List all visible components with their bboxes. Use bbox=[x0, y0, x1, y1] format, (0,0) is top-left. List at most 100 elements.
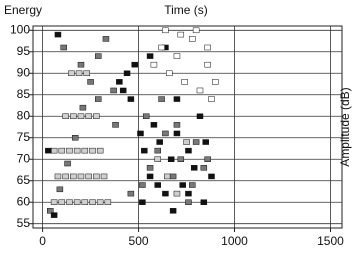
data-square bbox=[103, 36, 109, 41]
data-square bbox=[185, 148, 191, 153]
data-square bbox=[45, 148, 51, 153]
data-square bbox=[168, 157, 174, 162]
data-square bbox=[189, 36, 195, 41]
data-square bbox=[97, 148, 103, 153]
data-square bbox=[191, 165, 197, 170]
data-square bbox=[66, 148, 72, 153]
data-square bbox=[205, 45, 211, 50]
data-square bbox=[86, 114, 92, 119]
data-square bbox=[82, 148, 88, 153]
data-square bbox=[162, 131, 168, 136]
data-square bbox=[201, 200, 207, 205]
data-square bbox=[208, 97, 214, 102]
data-square bbox=[174, 191, 180, 196]
data-square bbox=[139, 183, 145, 188]
data-square bbox=[143, 114, 149, 119]
data-square bbox=[76, 71, 82, 76]
data-square bbox=[93, 114, 99, 119]
y-tick-label: 70 bbox=[17, 151, 31, 165]
data-square bbox=[59, 148, 65, 153]
data-square bbox=[166, 71, 172, 76]
y-tick-label: 60 bbox=[17, 194, 31, 208]
data-square bbox=[116, 79, 122, 84]
x-tick-label: 500 bbox=[129, 234, 149, 248]
data-square bbox=[155, 148, 161, 153]
data-square bbox=[205, 157, 211, 162]
data-square bbox=[72, 135, 78, 140]
data-square bbox=[170, 174, 176, 179]
data-square bbox=[97, 200, 103, 205]
data-square bbox=[70, 174, 76, 179]
y-tick-label: 90 bbox=[17, 65, 31, 79]
data-square bbox=[205, 62, 211, 67]
data-square bbox=[78, 62, 84, 67]
data-square bbox=[147, 165, 153, 170]
data-square bbox=[132, 62, 138, 67]
x-tick-label: 1500 bbox=[317, 234, 344, 248]
data-square bbox=[88, 79, 94, 84]
data-square bbox=[74, 200, 80, 205]
data-square bbox=[86, 174, 92, 179]
data-square bbox=[162, 28, 168, 33]
data-square bbox=[159, 97, 165, 102]
data-square bbox=[174, 131, 180, 136]
data-square bbox=[155, 157, 161, 162]
x-axis-title: Time (s) bbox=[164, 3, 208, 17]
data-square bbox=[180, 183, 186, 188]
data-square bbox=[78, 174, 84, 179]
data-square bbox=[63, 114, 69, 119]
y-tick-label: 100 bbox=[10, 22, 30, 36]
data-square bbox=[105, 200, 111, 205]
data-square bbox=[93, 174, 99, 179]
data-square bbox=[151, 62, 157, 67]
data-square bbox=[74, 148, 80, 153]
y-tick-label: 85 bbox=[17, 87, 31, 101]
data-square bbox=[203, 140, 209, 145]
data-square bbox=[51, 200, 57, 205]
data-square bbox=[147, 54, 153, 59]
data-square bbox=[174, 54, 180, 59]
data-square bbox=[139, 200, 145, 205]
data-square bbox=[68, 71, 74, 76]
y-axis-title: Amplitude (dB) bbox=[338, 87, 352, 166]
data-square bbox=[95, 97, 101, 102]
data-square bbox=[137, 131, 143, 136]
data-square bbox=[111, 88, 117, 93]
data-square bbox=[82, 200, 88, 205]
y-tick-label: 80 bbox=[17, 108, 31, 122]
data-square bbox=[147, 174, 153, 179]
data-square bbox=[182, 79, 188, 84]
data-square bbox=[151, 122, 157, 127]
data-square bbox=[208, 174, 214, 179]
plot-frame bbox=[33, 26, 342, 228]
data-square bbox=[80, 105, 86, 110]
data-square bbox=[59, 200, 65, 205]
data-square bbox=[185, 191, 191, 196]
data-square bbox=[95, 54, 101, 59]
data-square bbox=[193, 28, 199, 33]
data-square bbox=[212, 79, 218, 84]
chart: Energy Time (s) Amplitude (dB) 556065707… bbox=[0, 0, 353, 254]
data-square bbox=[201, 165, 207, 170]
data-square bbox=[55, 32, 61, 37]
data-square bbox=[174, 97, 180, 102]
data-square bbox=[185, 200, 191, 205]
data-square bbox=[159, 45, 165, 50]
data-square bbox=[63, 174, 69, 179]
energy-label: Energy bbox=[4, 3, 42, 17]
data-square bbox=[189, 183, 195, 188]
y-tick-label: 95 bbox=[17, 44, 31, 58]
data-square bbox=[78, 114, 84, 119]
data-square bbox=[101, 174, 107, 179]
data-square bbox=[157, 140, 163, 145]
x-tick-label: 1000 bbox=[221, 234, 248, 248]
data-square bbox=[89, 200, 95, 205]
data-square bbox=[57, 187, 63, 192]
y-tick-label: 55 bbox=[17, 216, 31, 230]
data-square bbox=[164, 174, 170, 179]
data-square bbox=[141, 148, 147, 153]
data-square bbox=[65, 161, 71, 166]
data-square bbox=[155, 183, 161, 188]
data-square bbox=[55, 174, 61, 179]
y-tick-label: 65 bbox=[17, 173, 31, 187]
